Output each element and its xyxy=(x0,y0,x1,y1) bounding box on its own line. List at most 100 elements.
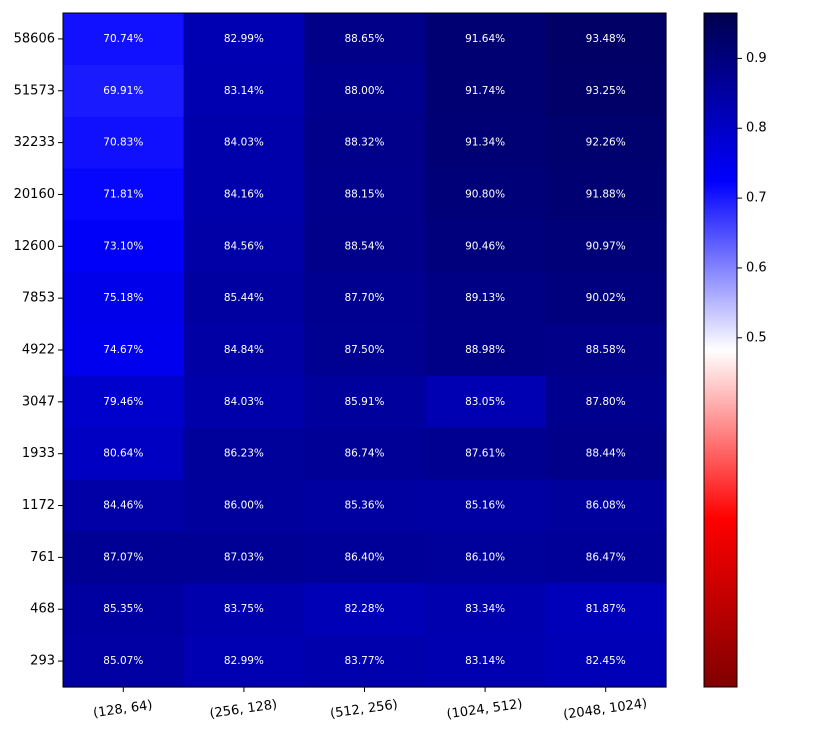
cell-value-label: 91.34% xyxy=(465,137,505,149)
heatmap-cell xyxy=(545,635,667,688)
heatmap-cell xyxy=(424,324,546,377)
heatmap-cell xyxy=(304,168,426,221)
heatmap-cell xyxy=(424,13,546,66)
cell-value-label: 84.03% xyxy=(224,396,264,408)
y-tick-label: 3047 xyxy=(22,394,55,409)
heatmap-cell xyxy=(545,479,667,533)
colorbar-tick-label: 0.8 xyxy=(746,121,767,136)
heatmap-cell xyxy=(183,13,305,66)
y-tick-label: 12600 xyxy=(14,239,55,254)
cell-value-label: 85.35% xyxy=(103,603,143,615)
heatmap-cell xyxy=(183,116,305,170)
heatmap-cell xyxy=(545,324,667,377)
cell-value-label: 91.74% xyxy=(465,85,505,97)
cell-value-label: 84.16% xyxy=(224,188,264,200)
heatmap-cell xyxy=(183,427,305,481)
heatmap-cell xyxy=(545,272,667,325)
heatmap-cell xyxy=(545,64,667,118)
heatmap-cell xyxy=(304,272,426,325)
heatmap-cell xyxy=(304,116,426,170)
heatmap-cell xyxy=(304,64,426,118)
heatmap-cell xyxy=(424,64,546,118)
cell-value-label: 74.67% xyxy=(103,344,143,356)
y-tick-label: 51573 xyxy=(14,83,55,98)
heatmap-cell xyxy=(183,64,305,118)
heatmap-cell xyxy=(424,635,546,688)
cell-value-label: 87.70% xyxy=(344,292,384,304)
heatmap-cell xyxy=(304,531,426,584)
heatmap-cell xyxy=(424,375,546,429)
cell-value-label: 84.46% xyxy=(103,500,143,512)
colorbar-tick-label: 0.5 xyxy=(746,330,767,345)
x-tick-label: (1024, 512) xyxy=(446,697,524,722)
cell-value-label: 83.77% xyxy=(344,655,384,667)
colorbar-tick-label: 0.6 xyxy=(746,260,767,275)
heatmap-cell xyxy=(304,635,426,688)
cell-value-label: 88.98% xyxy=(465,344,505,356)
heatmap-cells xyxy=(63,13,667,688)
cell-value-label: 84.03% xyxy=(224,137,264,149)
cell-value-label: 93.25% xyxy=(586,85,626,97)
heatmap-cell xyxy=(63,635,185,688)
heatmap-cell xyxy=(63,375,185,429)
cell-value-label: 70.83% xyxy=(103,137,143,149)
x-tick-label: (2048, 1024) xyxy=(562,696,648,723)
x-tick-label: (512, 256) xyxy=(329,697,398,721)
cell-value-label: 92.26% xyxy=(586,137,626,149)
cell-value-label: 87.80% xyxy=(586,396,626,408)
cell-value-label: 75.18% xyxy=(103,292,143,304)
cell-value-label: 91.88% xyxy=(586,188,626,200)
cell-value-label: 87.61% xyxy=(465,448,505,460)
heatmap-cell xyxy=(424,168,546,221)
heatmap-cell xyxy=(183,168,305,221)
cell-value-label: 79.46% xyxy=(103,396,143,408)
cell-value-label: 88.32% xyxy=(344,137,384,149)
heatmap-cell xyxy=(183,531,305,584)
heatmap-cell xyxy=(63,324,185,377)
cell-value-label: 83.34% xyxy=(465,603,505,615)
heatmap-cell xyxy=(424,272,546,325)
y-tick-label: 761 xyxy=(30,550,55,565)
heatmap-cell xyxy=(545,427,667,481)
heatmap-cell xyxy=(304,479,426,533)
colorbar-gradient xyxy=(703,12,738,688)
heatmap-cell xyxy=(545,13,667,66)
heatmap-cell xyxy=(545,583,667,636)
y-tick-label: 20160 xyxy=(14,187,55,202)
heatmap-cell xyxy=(424,583,546,636)
cell-value-label: 84.84% xyxy=(224,344,264,356)
y-tick-label: 1933 xyxy=(22,446,55,461)
y-tick-label: 7853 xyxy=(22,291,55,306)
heatmap-cell xyxy=(304,220,426,273)
cell-value-label: 83.05% xyxy=(465,396,505,408)
y-tick-label: 293 xyxy=(30,654,55,669)
heatmap-cell xyxy=(183,324,305,377)
cell-value-label: 81.87% xyxy=(586,603,626,615)
heatmap-cell xyxy=(63,13,185,66)
cell-value-label: 93.48% xyxy=(586,33,626,45)
cell-value-label: 90.46% xyxy=(465,240,505,252)
colorbar-tick-label: 0.7 xyxy=(746,191,767,206)
cell-value-label: 86.10% xyxy=(465,551,505,563)
cell-value-label: 83.75% xyxy=(224,603,264,615)
cell-value-label: 86.23% xyxy=(224,448,264,460)
heatmap-cell xyxy=(424,220,546,273)
cell-value-label: 88.54% xyxy=(344,240,384,252)
cell-value-label: 86.00% xyxy=(224,500,264,512)
heatmap-cell xyxy=(424,116,546,170)
colorbar: 0.5 0.6 0.7 0.8 0.9 xyxy=(703,12,767,688)
heatmap-cell xyxy=(63,479,185,533)
cell-value-label: 82.99% xyxy=(224,33,264,45)
cell-value-label: 85.91% xyxy=(344,396,384,408)
cell-value-label: 88.15% xyxy=(344,188,384,200)
y-tick-label: 4922 xyxy=(22,343,55,358)
y-axis: 58606 51573 32233 20160 12600 7853 4922 3047 193… xyxy=(14,31,63,669)
heatmap-cell xyxy=(545,168,667,221)
heatmap-cell xyxy=(63,272,185,325)
cell-value-label: 82.99% xyxy=(224,655,264,667)
heatmap-cell xyxy=(63,220,185,273)
cell-value-label: 90.02% xyxy=(586,292,626,304)
heatmap-cell xyxy=(545,531,667,584)
cell-value-label: 85.16% xyxy=(465,500,505,512)
cell-value-label: 90.97% xyxy=(586,240,626,252)
